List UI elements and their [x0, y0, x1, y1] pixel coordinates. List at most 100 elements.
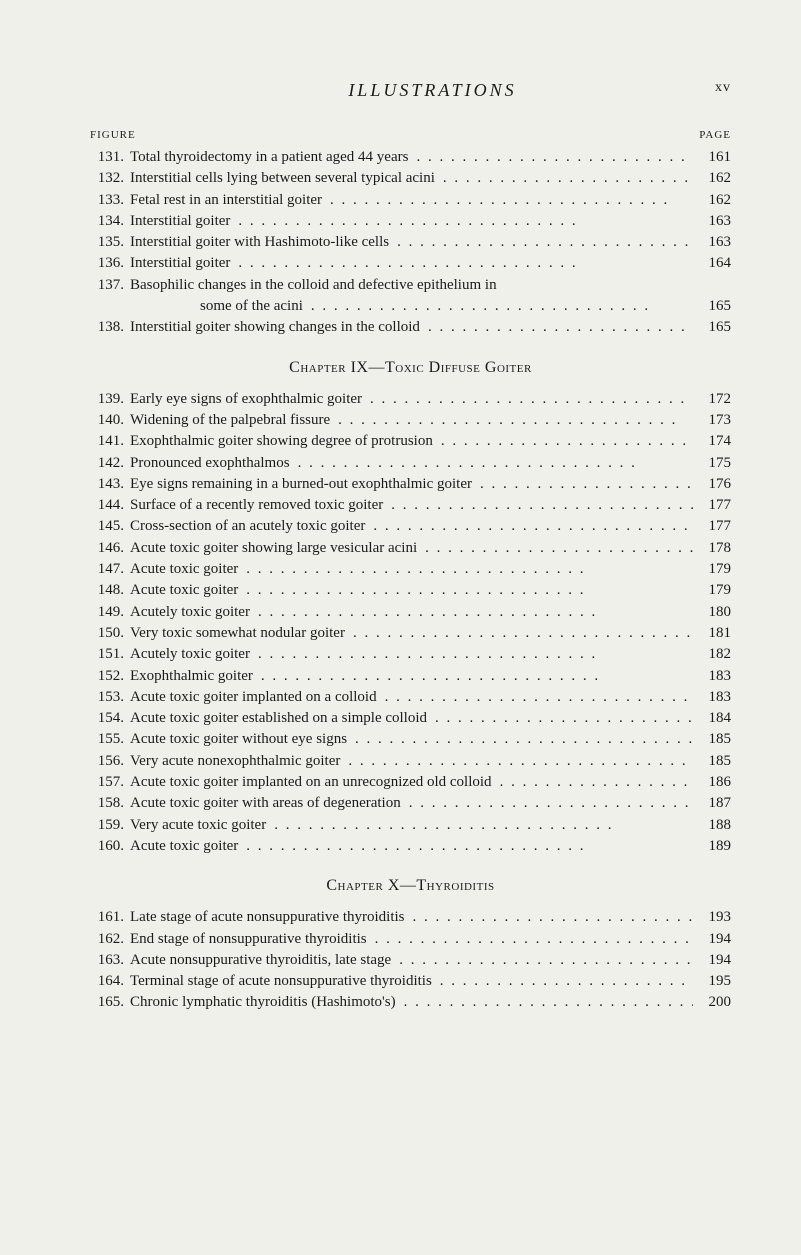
page-number: 184 — [693, 708, 731, 729]
figure-number: 158. — [90, 793, 130, 814]
figure-number: 139. — [90, 389, 130, 410]
figure-number: 151. — [90, 644, 130, 665]
figure-number: 135. — [90, 232, 130, 253]
figure-caption: Acute nonsuppurative thyroiditis, late s… — [130, 950, 693, 971]
illustration-entry: 149.Acutely toxic goiter180 — [90, 602, 731, 623]
page-header: ILLUSTRATIONS xv — [90, 80, 731, 101]
figure-number: 163. — [90, 950, 130, 971]
chapter-heading: Chapter IX—Toxic Diffuse Goiter — [90, 359, 731, 377]
illustration-entry: 161.Late stage of acute nonsuppurative t… — [90, 907, 731, 928]
figure-number: 133. — [90, 190, 130, 211]
figure-caption: Late stage of acute nonsuppurative thyro… — [130, 907, 693, 928]
page-column-label: PAGE — [699, 129, 731, 141]
page-number: 200 — [693, 992, 731, 1013]
page-number: 165 — [693, 317, 731, 338]
page-number: 161 — [693, 147, 731, 168]
illustration-entry: 150.Very toxic somewhat nodular goiter18… — [90, 623, 731, 644]
figure-number: 162. — [90, 929, 130, 950]
illustration-entry: 156.Very acute nonexophthalmic goiter185 — [90, 751, 731, 772]
figure-number: 131. — [90, 147, 130, 168]
figure-number: 152. — [90, 666, 130, 687]
figure-number: 144. — [90, 495, 130, 516]
figure-number: 157. — [90, 772, 130, 793]
figure-number: 147. — [90, 559, 130, 580]
page-number: 183 — [693, 666, 731, 687]
page-number: 162 — [693, 168, 731, 189]
figure-caption: Interstitial goiter showing changes in t… — [130, 317, 693, 338]
figure-caption: Acute toxic goiter with areas of degener… — [130, 793, 693, 814]
illustration-entry: 139.Early eye signs of exophthalmic goit… — [90, 389, 731, 410]
illustration-entry: 142.Pronounced exophthalmos175 — [90, 453, 731, 474]
figure-caption: Interstitial goiter — [130, 211, 693, 232]
page-number: 175 — [693, 453, 731, 474]
figure-number: 142. — [90, 453, 130, 474]
figure-caption: Interstitial goiter — [130, 253, 693, 274]
illustration-entry: 152.Exophthalmic goiter183 — [90, 666, 731, 687]
illustration-entry: 140.Widening of the palpebral fissure173 — [90, 410, 731, 431]
illustration-entry: 147.Acute toxic goiter179 — [90, 559, 731, 580]
figure-caption: Surface of a recently removed toxic goit… — [130, 495, 693, 516]
figure-number: 153. — [90, 687, 130, 708]
page-number: 163 — [693, 211, 731, 232]
page-number: 163 — [693, 232, 731, 253]
figure-number: 138. — [90, 317, 130, 338]
illustration-entry: some of the acini165 — [90, 296, 731, 317]
figure-caption: Basophilic changes in the colloid and de… — [130, 275, 693, 296]
page-number: 186 — [693, 772, 731, 793]
figure-caption: Acute toxic goiter without eye signs — [130, 729, 693, 750]
section: 131.Total thyroidectomy in a patient age… — [90, 147, 731, 339]
figure-caption: Cross-section of an acutely toxic goiter — [130, 516, 693, 537]
figure-number: 132. — [90, 168, 130, 189]
figure-caption: Interstitial cells lying between several… — [130, 168, 693, 189]
page-number: 185 — [693, 751, 731, 772]
figure-caption: Fetal rest in an interstitial goiter — [130, 190, 693, 211]
section: Chapter IX—Toxic Diffuse Goiter 139.Early… — [90, 359, 731, 858]
figure-caption: Acute toxic goiter established on a simp… — [130, 708, 693, 729]
page-number: 173 — [693, 410, 731, 431]
column-headers: FIGURE PAGE — [90, 129, 731, 141]
illustration-entry: 137.Basophilic changes in the colloid an… — [90, 275, 731, 296]
illustration-entry: 153.Acute toxic goiter implanted on a co… — [90, 687, 731, 708]
figure-number: 140. — [90, 410, 130, 431]
figure-caption: Very acute toxic goiter — [130, 815, 693, 836]
illustration-entry: 131.Total thyroidectomy in a patient age… — [90, 147, 731, 168]
page-number: 165 — [693, 296, 731, 317]
figure-caption: Exophthalmic goiter showing degree of pr… — [130, 431, 693, 452]
illustration-entry: 159.Very acute toxic goiter188 — [90, 815, 731, 836]
figure-caption: Early eye signs of exophthalmic goiter — [130, 389, 693, 410]
illustration-entry: 145.Cross-section of an acutely toxic go… — [90, 516, 731, 537]
illustration-entry: 165.Chronic lymphatic thyroiditis (Hashi… — [90, 992, 731, 1013]
figure-caption: Interstitial goiter with Hashimoto-like … — [130, 232, 693, 253]
figure-number: 155. — [90, 729, 130, 750]
page-number: 189 — [693, 836, 731, 857]
page-number: 194 — [693, 950, 731, 971]
illustration-entry: 158.Acute toxic goiter with areas of deg… — [90, 793, 731, 814]
page-number: 193 — [693, 907, 731, 928]
figure-caption: Acute toxic goiter — [130, 559, 693, 580]
page-number: 185 — [693, 729, 731, 750]
figure-number: 164. — [90, 971, 130, 992]
figure-number: 165. — [90, 992, 130, 1013]
figure-number: 146. — [90, 538, 130, 559]
page-number: 181 — [693, 623, 731, 644]
chapter-heading: Chapter X—Thyroiditis — [90, 877, 731, 895]
page-number: 177 — [693, 495, 731, 516]
figure-number: 150. — [90, 623, 130, 644]
figure-number: 143. — [90, 474, 130, 495]
page-number: 174 — [693, 431, 731, 452]
figure-caption: Acute toxic goiter implanted on a colloi… — [130, 687, 693, 708]
page-number: 180 — [693, 602, 731, 623]
illustration-entry: 135.Interstitial goiter with Hashimoto-l… — [90, 232, 731, 253]
page-number: 164 — [693, 253, 731, 274]
figure-caption: some of the acini — [130, 296, 693, 317]
illustration-entry: 163.Acute nonsuppurative thyroiditis, la… — [90, 950, 731, 971]
illustration-entry: 136.Interstitial goiter164 — [90, 253, 731, 274]
illustration-entry: 146.Acute toxic goiter showing large ves… — [90, 538, 731, 559]
figure-caption: Terminal stage of acute nonsuppurative t… — [130, 971, 693, 992]
page-number: 177 — [693, 516, 731, 537]
illustration-entry: 134.Interstitial goiter163 — [90, 211, 731, 232]
page-number: 179 — [693, 559, 731, 580]
figure-number: 145. — [90, 516, 130, 537]
figure-number: 149. — [90, 602, 130, 623]
figure-caption: Acute toxic goiter implanted on an unrec… — [130, 772, 693, 793]
